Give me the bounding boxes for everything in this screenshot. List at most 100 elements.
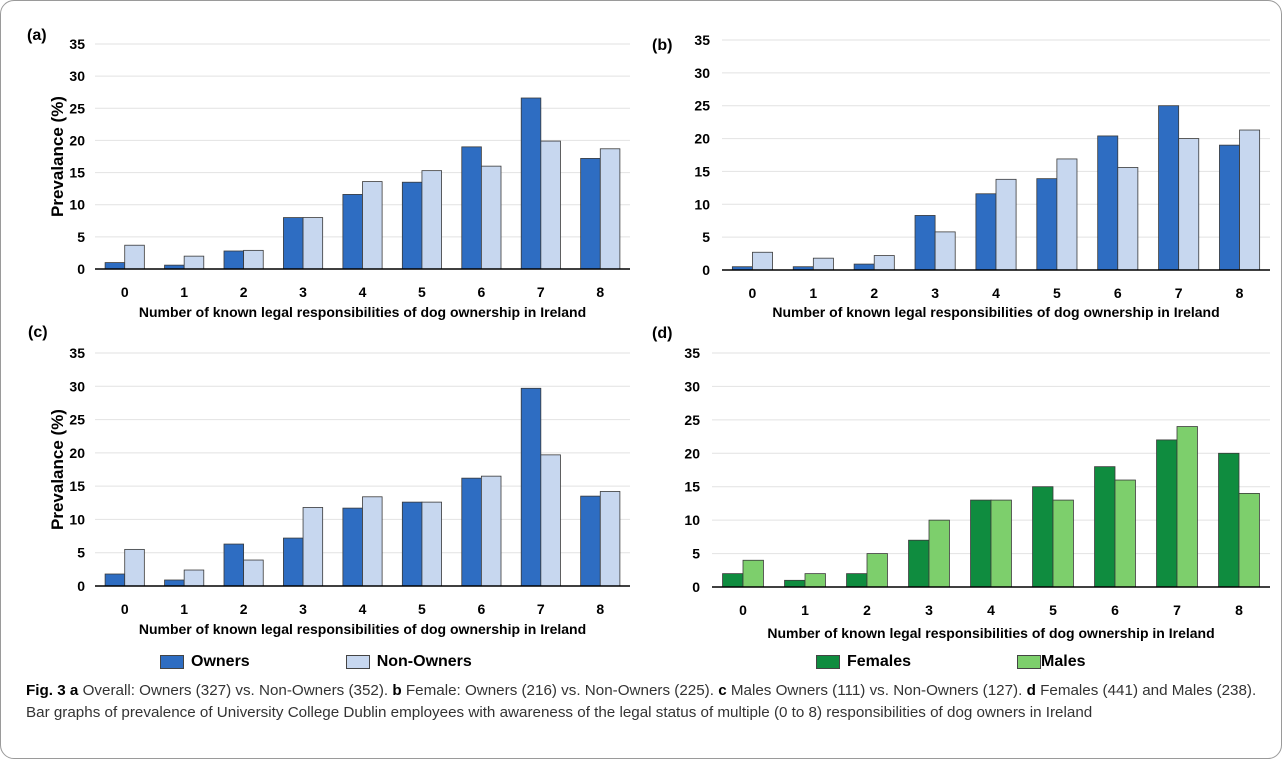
x-tick-label: 6	[477, 284, 485, 300]
x-tick-label: 8	[596, 284, 604, 300]
x-tick-label: 3	[931, 285, 939, 301]
y-tick-label: 5	[702, 229, 710, 245]
y-tick-label: 0	[692, 579, 700, 595]
x-tick-label: 1	[801, 602, 809, 618]
caption-text-b: Female: Owners (216) vs. Non-Owners (225…	[405, 682, 714, 699]
bar-non-owners-1	[183, 255, 205, 270]
x-tick-label: 0	[749, 285, 757, 301]
x-tick-label: 2	[240, 601, 248, 617]
bar-owners-3	[283, 217, 304, 270]
bar-females-6	[1094, 466, 1116, 588]
bar-owners-7	[520, 97, 542, 270]
bar-owners-1	[164, 579, 185, 587]
bar-females-3	[908, 539, 930, 588]
x-tick-label: 4	[987, 602, 995, 618]
chart-panel-c: 0 5 10 15 20 25 30 35 0 1 2 3 4 5 6 7 8 Number of known l…	[28, 324, 630, 637]
x-tick-label: 5	[418, 284, 426, 300]
legend-swatch-owners	[160, 655, 184, 669]
panel-label: (d)	[652, 325, 672, 342]
bar-non-owners-0	[752, 251, 773, 271]
legend-label-males: Males	[1041, 653, 1086, 670]
bar-non-owners-5	[1056, 158, 1078, 271]
bar-owners-3	[283, 537, 304, 587]
bar-non-owners-2	[873, 255, 895, 271]
bar-non-owners-7	[540, 454, 561, 587]
bar-non-owners-3	[302, 217, 324, 270]
bar-non-owners-1	[183, 569, 205, 587]
y-tick-label: 30	[69, 378, 85, 394]
bar-owners-0	[104, 262, 126, 270]
bar-owners-0	[104, 573, 126, 587]
x-tick-label: 4	[992, 285, 1000, 301]
bar-owners-6	[1097, 135, 1119, 271]
legend-label-owners: Owners	[191, 653, 250, 670]
bar-males-6	[1114, 479, 1136, 588]
y-tick-label: 10	[69, 511, 85, 527]
bar-females-1	[784, 579, 806, 588]
legend-swatch-females	[816, 655, 840, 669]
x-tick-label: 7	[1173, 602, 1181, 618]
y-tick-label: 20	[69, 445, 85, 461]
bar-owners-5	[401, 501, 423, 587]
bar-owners-4	[342, 507, 363, 587]
x-tick-label: 0	[121, 601, 129, 617]
x-tick-label: 8	[596, 601, 604, 617]
bar-males-0	[742, 559, 764, 588]
bar-owners-6	[461, 477, 482, 587]
bar-females-5	[1032, 486, 1054, 588]
x-tick-label: 4	[359, 284, 367, 300]
bar-non-owners-6	[480, 475, 502, 587]
bar-owners-7	[520, 387, 542, 587]
y-axis-title: Prevalance (%)	[48, 409, 67, 530]
bar-non-owners-5	[421, 501, 442, 587]
caption-letter-b: b	[392, 682, 402, 699]
bar-owners-2	[223, 250, 245, 270]
y-tick-label: 0	[77, 261, 85, 277]
bar-owners-8	[1219, 144, 1240, 271]
bar-non-owners-6	[480, 165, 502, 270]
panel-label: (b)	[652, 37, 672, 54]
caption-letter-d: d	[1026, 682, 1036, 699]
y-tick-label: 25	[69, 412, 85, 428]
bar-non-owners-8	[1239, 129, 1261, 271]
y-tick-label: 35	[694, 32, 710, 48]
y-tick-label: 30	[684, 378, 700, 394]
bar-non-owners-2	[243, 249, 264, 270]
bar-non-owners-8	[599, 148, 621, 270]
y-tick-label: 0	[702, 262, 710, 278]
x-tick-label: 4	[359, 601, 367, 617]
legend-owners-nonowners: Owners Non-Owners	[160, 651, 472, 673]
x-tick-label: 3	[925, 602, 933, 618]
y-tick-label: 35	[69, 36, 85, 52]
bar-males-8	[1238, 492, 1260, 588]
y-tick-label: 15	[684, 479, 700, 495]
caption-letter-c: c	[718, 682, 727, 699]
x-tick-label: 2	[870, 285, 878, 301]
bar-non-owners-3	[302, 507, 324, 587]
bar-females-2	[846, 573, 868, 588]
y-tick-label: 15	[69, 478, 85, 494]
y-tick-label: 25	[684, 412, 700, 428]
bar-males-4	[990, 499, 1012, 588]
y-tick-label: 5	[77, 229, 85, 245]
x-tick-label: 3	[299, 284, 307, 300]
bar-non-owners-4	[995, 178, 1017, 271]
bar-owners-4	[975, 193, 997, 271]
x-tick-label: 6	[1111, 602, 1119, 618]
y-tick-label: 20	[694, 131, 710, 147]
y-tick-label: 10	[69, 197, 85, 213]
x-tick-label: 8	[1236, 285, 1244, 301]
y-tick-label: 20	[684, 445, 700, 461]
panel-label: (a)	[27, 27, 47, 44]
caption-text-c: Males Owners (111) vs. Non-Owners (127).	[730, 682, 1023, 699]
x-tick-label: 0	[739, 602, 747, 618]
bar-males-5	[1052, 499, 1074, 588]
x-axis-title: Number of known legal responsibilities o…	[767, 625, 1214, 641]
caption-text-a: Overall: Owners (327) vs. Non-Owners (35…	[82, 682, 389, 699]
bar-owners-2	[223, 543, 245, 587]
x-tick-label: 7	[537, 601, 545, 617]
y-tick-label: 5	[692, 546, 700, 562]
bar-males-2	[866, 553, 888, 588]
